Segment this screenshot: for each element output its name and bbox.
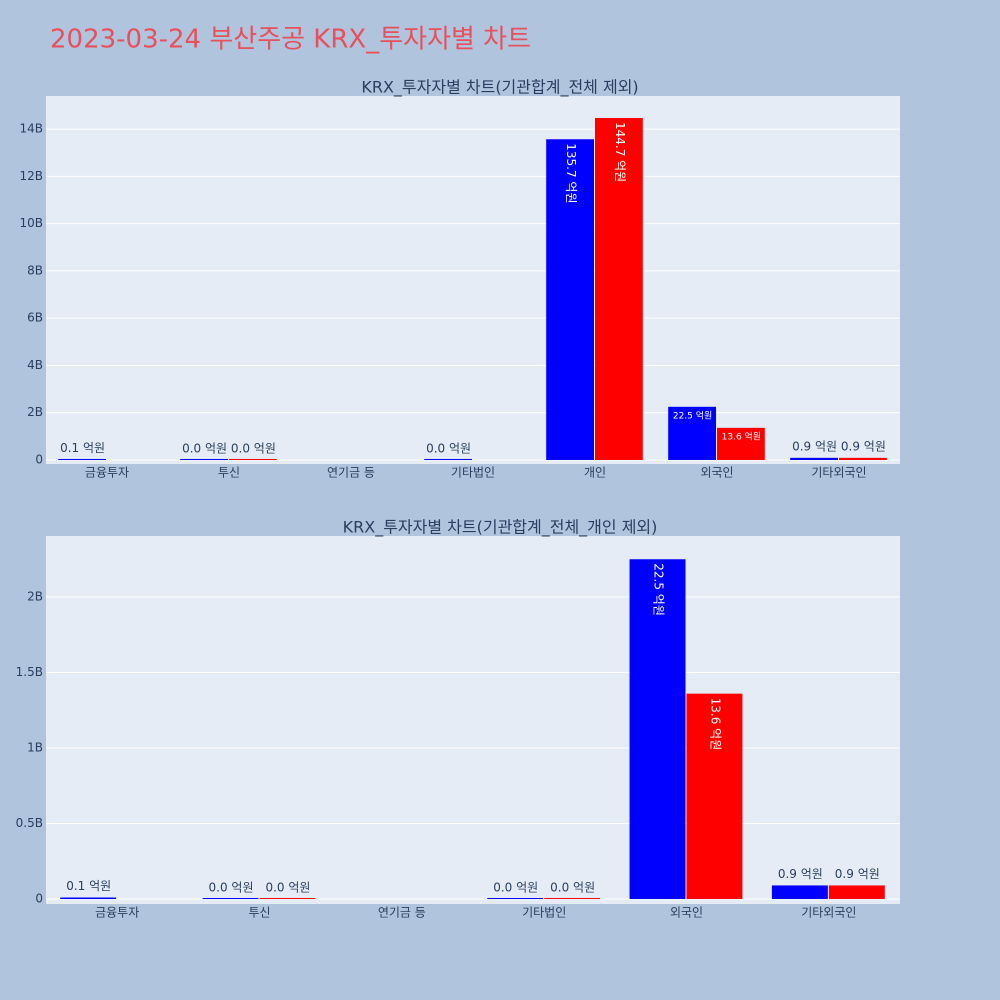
x-tick-label: 연기금 등 <box>378 906 426 920</box>
x-tick-label: 연기금 등 <box>327 466 375 480</box>
x-tick-label: 기타외국인 <box>801 906 856 920</box>
y-tick-label: 4B <box>27 358 43 372</box>
bar <box>546 139 594 460</box>
bar <box>259 898 316 900</box>
bar <box>790 457 838 460</box>
bar <box>839 457 887 460</box>
bar <box>487 898 544 900</box>
y-tick-label: 2B <box>27 590 43 604</box>
y-tick-label: 0.5B <box>16 816 43 830</box>
value-label: 0.9 억원 <box>835 867 880 881</box>
y-tick-label: 6B <box>27 311 43 325</box>
bar <box>424 458 472 460</box>
value-label: 0.0 억원 <box>209 881 254 895</box>
bar <box>717 427 765 460</box>
value-label: 22.5 억원 <box>673 409 712 421</box>
bar <box>686 693 743 900</box>
value-label: 0.9 억원 <box>778 867 823 881</box>
bar <box>544 898 601 900</box>
bar <box>595 117 643 460</box>
chart-title: KRX_투자자별 차트(기관합계_전체_개인 제외) <box>343 518 658 538</box>
value-label: 22.5 억원 <box>652 563 666 616</box>
x-tick-label: 기타외국인 <box>811 466 866 480</box>
plot-area <box>46 96 900 464</box>
bar <box>58 458 106 460</box>
x-tick-label: 투신 <box>248 906 270 920</box>
bar <box>202 898 259 900</box>
x-tick-label: 외국인 <box>700 466 733 480</box>
value-label: 144.7 억원 <box>613 122 627 182</box>
y-tick-label: 10B <box>19 216 43 230</box>
x-tick-label: 외국인 <box>670 906 703 920</box>
bar <box>668 406 716 460</box>
bar <box>771 885 828 900</box>
value-label: 0.9 억원 <box>792 439 837 453</box>
bar <box>828 885 885 900</box>
bar <box>60 897 117 900</box>
x-tick-label: 기타법인 <box>522 906 566 920</box>
value-label: 135.7 억원 <box>564 143 578 203</box>
chart-title: KRX_투자자별 차트(기관합계_전체 제외) <box>361 78 638 98</box>
value-label: 0.0 억원 <box>493 881 538 895</box>
y-tick-label: 0 <box>35 892 43 906</box>
y-tick-label: 1.5B <box>16 665 43 679</box>
value-label: 0.0 억원 <box>550 881 595 895</box>
y-tick-label: 0 <box>35 452 43 466</box>
x-tick-label: 기타법인 <box>451 466 495 480</box>
y-tick-label: 8B <box>27 263 43 277</box>
x-tick-label: 투신 <box>218 466 240 480</box>
value-label: 0.9 억원 <box>841 439 886 453</box>
y-tick-label: 2B <box>27 405 43 419</box>
value-label: 0.1 억원 <box>60 441 105 455</box>
plot-area <box>46 536 900 904</box>
value-label: 0.0 억원 <box>426 441 471 455</box>
x-tick-label: 금융투자 <box>95 906 139 920</box>
x-tick-label: 금융투자 <box>85 466 129 480</box>
value-label: 0.0 억원 <box>231 441 276 455</box>
bar <box>229 458 277 460</box>
y-tick-label: 1B <box>27 741 43 755</box>
y-tick-label: 12B <box>19 169 43 183</box>
value-label: 0.1 억원 <box>66 879 111 893</box>
bar <box>629 559 686 900</box>
value-label: 13.6 억원 <box>708 698 722 751</box>
page-title: 2023-03-24 부산주공 KRX_투자자별 차트 <box>50 25 531 55</box>
value-label: 0.0 억원 <box>182 441 227 455</box>
y-tick-label: 14B <box>19 122 43 136</box>
x-tick-label: 개인 <box>584 466 606 480</box>
value-label: 0.0 억원 <box>265 881 310 895</box>
bar <box>180 458 228 460</box>
value-label: 13.6 억원 <box>722 430 761 442</box>
